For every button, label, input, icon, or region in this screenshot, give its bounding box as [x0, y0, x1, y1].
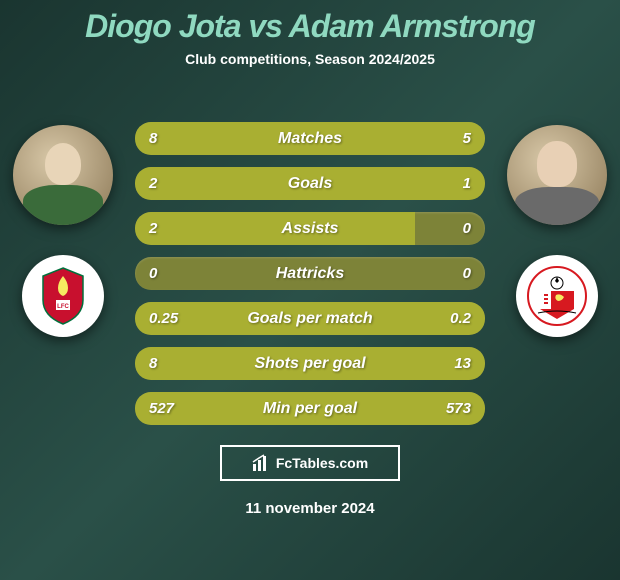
liverpool-badge-icon: LFC	[38, 266, 88, 326]
stat-bar: 20Assists	[135, 212, 485, 245]
stat-bar: 813Shots per goal	[135, 347, 485, 380]
title-player2: Adam Armstrong	[289, 8, 535, 44]
player1-club-badge: LFC	[22, 255, 104, 337]
brand-text: FcTables.com	[276, 455, 368, 471]
page-title: Diogo Jota vs Adam Armstrong	[0, 0, 620, 45]
stat-bar: 00Hattricks	[135, 257, 485, 290]
stat-bar: 85Matches	[135, 122, 485, 155]
stat-label: Matches	[135, 130, 485, 148]
player2-club-badge	[516, 255, 598, 337]
svg-text:LFC: LFC	[57, 304, 69, 310]
stat-label: Goals per match	[135, 310, 485, 328]
left-profile-column: LFC	[8, 125, 118, 337]
brand-box: FcTables.com	[220, 445, 400, 481]
title-vs: vs	[248, 8, 282, 44]
southampton-badge-icon	[526, 265, 588, 327]
stat-label: Hattricks	[135, 265, 485, 283]
player1-avatar	[13, 125, 113, 225]
stat-bar: 527573Min per goal	[135, 392, 485, 425]
stat-label: Shots per goal	[135, 355, 485, 373]
stat-label: Assists	[135, 220, 485, 238]
stat-bar: 0.250.2Goals per match	[135, 302, 485, 335]
player2-avatar	[507, 125, 607, 225]
stats-bars: 85Matches 21Goals 20Assists 00Hattricks 0.25…	[135, 122, 485, 425]
subtitle: Club competitions, Season 2024/2025	[0, 51, 620, 67]
title-player1: Diogo Jota	[85, 8, 240, 44]
footer-date: 11 november 2024	[0, 500, 620, 517]
right-profile-column	[502, 125, 612, 337]
stat-label: Goals	[135, 175, 485, 193]
stat-bar: 21Goals	[135, 167, 485, 200]
stat-label: Min per goal	[135, 400, 485, 418]
chart-icon	[252, 454, 270, 472]
